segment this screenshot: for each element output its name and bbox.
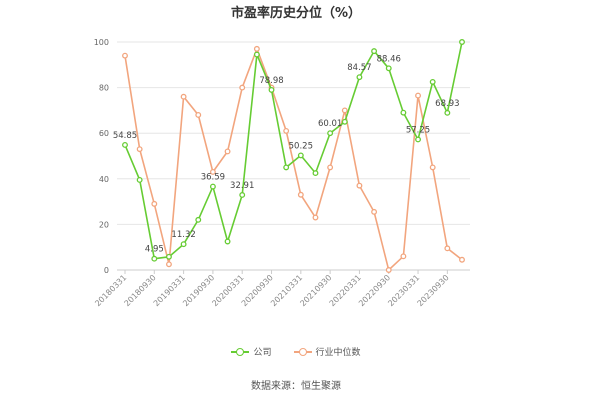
data-source-note: 数据来源：恒生聚源 [251, 381, 341, 392]
y-tick-label: 0 [104, 266, 109, 275]
data-point [385, 267, 392, 273]
line-chart: 0 20 40 60 80 100 201803312018093020190331201… [93, 38, 470, 308]
x-axis-tick-labels: 2018033120180930201903312019093020200331… [93, 273, 451, 308]
data-point [385, 65, 392, 72]
series-lines [122, 39, 465, 273]
data-label: 57.25 [406, 125, 430, 135]
data-point [444, 245, 451, 252]
x-tick-label: 20230930 [416, 273, 451, 308]
legend-swatch-industry-median [293, 347, 312, 357]
data-label: 88.46 [377, 54, 401, 64]
data-point [327, 164, 334, 171]
data-point [400, 109, 407, 116]
data-point [195, 112, 202, 118]
data-point [180, 241, 187, 248]
data-point [136, 146, 143, 153]
data-point [312, 214, 319, 221]
data-label: 11.32 [171, 230, 195, 240]
y-tick-label: 80 [99, 84, 109, 93]
data-point [253, 45, 260, 52]
data-point [312, 170, 319, 177]
data-point [224, 148, 231, 155]
data-point [239, 84, 246, 91]
data-label: 78.98 [259, 76, 283, 86]
data-point [415, 136, 421, 143]
data-point [429, 78, 436, 85]
data-point [371, 208, 378, 215]
data-point [459, 39, 465, 45]
data-point [151, 255, 158, 262]
data-point [283, 127, 290, 134]
data-point [297, 152, 304, 159]
data-label: 32.91 [230, 181, 254, 191]
data-point [371, 48, 378, 55]
y-tick-label: 100 [94, 38, 109, 47]
data-point [429, 164, 436, 171]
data-point [400, 253, 407, 260]
data-point [327, 130, 334, 137]
data-point [136, 176, 143, 183]
data-point [209, 183, 216, 190]
data-point [122, 141, 128, 148]
series-line [124, 46, 463, 272]
data-point [356, 74, 363, 81]
data-point [253, 51, 260, 58]
x-axis [117, 269, 470, 274]
data-label: 68.93 [435, 99, 459, 109]
legend-label-industry-median: 行业中位数 [315, 348, 361, 358]
data-point [459, 256, 465, 263]
data-point [209, 169, 216, 175]
data-label: 84.57 [347, 63, 371, 73]
data-label: 60.01 [318, 119, 342, 129]
data-point [180, 93, 187, 100]
data-point [444, 109, 451, 116]
data-label: 4.95 [145, 245, 164, 255]
legend-item-industry-median[interactable]: 行业中位数 [293, 345, 361, 358]
data-label: 36.59 [201, 173, 225, 183]
legend: 公司 行业中位数 [0, 345, 592, 358]
data-point [166, 261, 172, 268]
gridlines [117, 41, 470, 271]
data-point [297, 191, 304, 198]
data-point [195, 216, 202, 223]
data-point [356, 182, 363, 189]
data-point [122, 52, 128, 59]
data-point [268, 86, 275, 93]
data-point [415, 92, 421, 99]
data-point [283, 164, 290, 171]
data-label: 54.85 [113, 131, 137, 141]
legend-item-company[interactable]: 公司 [231, 345, 272, 358]
y-tick-label: 60 [99, 129, 109, 138]
data-point [341, 118, 348, 125]
data-point [239, 192, 246, 198]
y-tick-label: 40 [99, 175, 109, 184]
legend-swatch-company [231, 347, 250, 357]
data-point [151, 200, 158, 207]
data-point [224, 238, 231, 245]
data-labels: 54.85 4.95 11.32 36.59 32.91 78.98 50.25 60.01 8… [113, 54, 460, 254]
chart-title: 市盈率历史分位（%） [230, 6, 362, 21]
data-label: 50.25 [289, 141, 313, 151]
y-tick-label: 20 [99, 220, 109, 229]
data-point [341, 107, 348, 114]
y-axis-tick-labels: 0 20 40 60 80 100 [94, 38, 109, 275]
data-point [166, 253, 172, 260]
legend-label-company: 公司 [253, 348, 272, 358]
series-line [124, 41, 463, 260]
